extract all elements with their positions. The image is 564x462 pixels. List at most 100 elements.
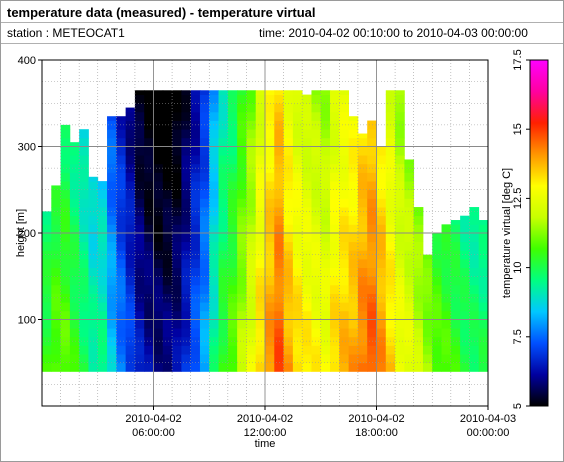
heatmap-cell (42, 345, 52, 355)
time-range-label: time: 2010-04-02 00:10:00 to 2010-04-03 … (259, 26, 528, 40)
heatmap-cell (432, 362, 442, 372)
heatmap-cell (199, 233, 210, 243)
heatmap-cell (283, 362, 294, 372)
heatmap-cell (330, 90, 340, 95)
heatmap-cell (255, 163, 266, 173)
heatmap-cell (237, 103, 247, 113)
heatmap-cell (255, 250, 266, 260)
heatmap-cell (218, 233, 229, 243)
heatmap-cell (395, 267, 405, 277)
heatmap-cell (441, 336, 452, 346)
heatmap-cell (320, 207, 331, 217)
heatmap-cell (237, 293, 247, 303)
heatmap-cell (51, 310, 61, 320)
heatmap-cell (478, 362, 488, 372)
heatmap-cell (450, 284, 461, 294)
heatmap-cell (199, 155, 210, 165)
heatmap-cell (385, 319, 396, 329)
heatmap-cell (227, 310, 238, 320)
heatmap-cell (357, 319, 368, 329)
heatmap-cell (199, 129, 210, 139)
heatmap-cell (116, 215, 127, 225)
heatmap-cell (339, 111, 350, 121)
heatmap-cell (376, 241, 387, 251)
heatmap-cell (274, 319, 284, 329)
heatmap-cell (320, 293, 331, 303)
heatmap-cell (227, 155, 238, 165)
heatmap-cell (292, 354, 303, 364)
heatmap-cell (209, 362, 219, 372)
heatmap-cell (478, 302, 488, 312)
heatmap-cell (404, 198, 415, 208)
heatmap-cell (246, 284, 257, 294)
heatmap-cell (283, 224, 294, 234)
heatmap-cell (413, 258, 424, 268)
heatmap-cell (376, 354, 387, 364)
heatmap-cell (339, 103, 350, 113)
heatmap-cell (255, 233, 266, 243)
heatmap-cell (395, 146, 405, 156)
heatmap-cell (460, 224, 470, 234)
heatmap-cell (107, 189, 117, 199)
heatmap-cell (181, 94, 192, 104)
heatmap-cell (79, 189, 89, 199)
heatmap-cell (199, 258, 210, 268)
heatmap-cell (190, 137, 201, 147)
heatmap-cell (97, 276, 108, 286)
heatmap-cell (330, 189, 340, 199)
heatmap-cell (339, 90, 350, 95)
heatmap-cell (199, 215, 210, 225)
heatmap-cell (348, 207, 359, 217)
heatmap-cell (162, 336, 173, 346)
heatmap-cell (199, 241, 210, 251)
heatmap-cell (116, 328, 127, 338)
heatmap-cell (330, 94, 340, 104)
heatmap-cell (153, 319, 164, 329)
heatmap-cell (60, 258, 71, 268)
heatmap-cell (339, 129, 350, 139)
heatmap-cell (69, 354, 80, 364)
heatmap-cell (376, 224, 387, 234)
colorbar-tick-label: 15 (512, 123, 524, 135)
heatmap-cell (441, 319, 452, 329)
heatmap-cell (134, 111, 145, 121)
heatmap-cell (69, 319, 80, 329)
heatmap-cell (274, 267, 284, 277)
heatmap-cell (181, 258, 192, 268)
heatmap-cell (51, 284, 61, 294)
heatmap-cell (79, 310, 89, 320)
heatmap-cell (320, 103, 331, 113)
heatmap-cell (367, 310, 377, 320)
heatmap-cell (199, 224, 210, 234)
heatmap-cell (125, 241, 136, 251)
heatmap-cell (209, 189, 219, 199)
heatmap-cell (330, 198, 340, 208)
heatmap-cell (311, 345, 322, 355)
heatmap-cell (311, 310, 322, 320)
heatmap-cell (311, 215, 322, 225)
heatmap-cell (302, 224, 312, 234)
heatmap-cell (376, 310, 387, 320)
heatmap-cell (404, 293, 415, 303)
heatmap-cell (320, 181, 331, 191)
heatmap-cell (320, 163, 331, 173)
heatmap-cell (60, 362, 71, 372)
heatmap-cell (60, 124, 71, 130)
colorbar-label: temperature virtual [deg C] (501, 168, 513, 298)
heatmap-cell (274, 345, 284, 355)
heatmap-cell (172, 215, 182, 225)
heatmap-cell (79, 146, 89, 156)
heatmap-cell (339, 258, 350, 268)
heatmap-cell (255, 120, 266, 130)
heatmap-cell (292, 302, 303, 312)
heatmap-cell (339, 267, 350, 277)
heatmap-cell (311, 94, 322, 104)
heatmap-cell (376, 276, 387, 286)
heatmap-cell (385, 354, 396, 364)
heatmap-cell (255, 146, 266, 156)
heatmap-cell (153, 215, 164, 225)
heatmap-cell (339, 198, 350, 208)
heatmap-cell (432, 250, 442, 260)
heatmap-cell (134, 172, 145, 182)
heatmap-cell (227, 129, 238, 139)
